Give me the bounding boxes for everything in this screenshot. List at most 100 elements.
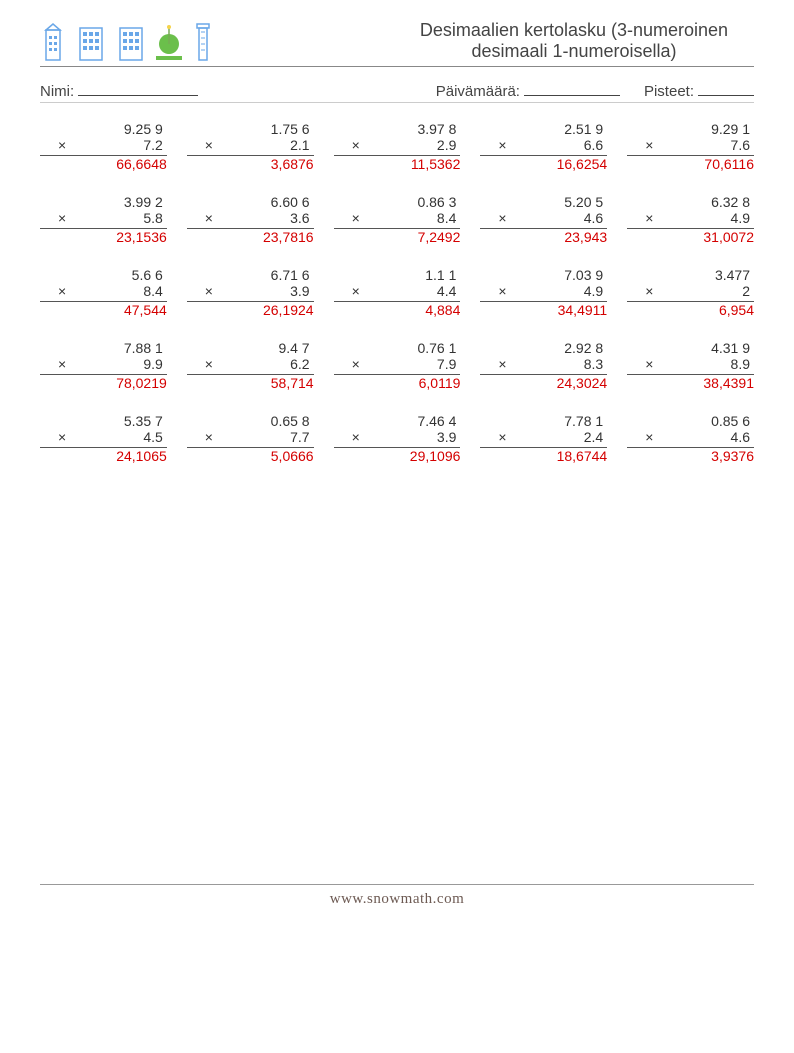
multiplicand: 7.78 1 xyxy=(480,413,607,429)
multiplier-row: ×3.9 xyxy=(187,283,314,299)
problem: 4.31 9×8.938,4391 xyxy=(627,340,754,391)
score-blank[interactable] xyxy=(698,81,754,96)
multiplier-row: ×4.4 xyxy=(334,283,461,299)
problem: 5.20 5×4.623,943 xyxy=(480,194,607,245)
problem: 9.4 7×6.258,714 xyxy=(187,340,314,391)
answer: 3,6876 xyxy=(187,156,314,172)
answer: 23,1536 xyxy=(40,229,167,245)
multiplicand: 2.51 9 xyxy=(480,121,607,137)
multiplicand: 5.35 7 xyxy=(40,413,167,429)
multiplier-row: ×9.9 xyxy=(40,356,167,372)
answer: 70,6116 xyxy=(627,156,754,172)
title-line2: desimaali 1-numeroisella) xyxy=(394,41,754,62)
answer: 24,3024 xyxy=(480,375,607,391)
multiplicand: 1.75 6 xyxy=(187,121,314,137)
answer: 31,0072 xyxy=(627,229,754,245)
multiplicand: 2.92 8 xyxy=(480,340,607,356)
multiplicand: 5.6 6 xyxy=(40,267,167,283)
answer: 4,884 xyxy=(334,302,461,318)
multiplicand: 1.1 1 xyxy=(334,267,461,283)
multiplier-row: ×3.9 xyxy=(334,429,461,445)
multiplier-row: ×2.4 xyxy=(480,429,607,445)
times-sign: × xyxy=(645,356,653,372)
times-sign: × xyxy=(58,283,66,299)
answer: 18,6744 xyxy=(480,448,607,464)
answer: 24,1065 xyxy=(40,448,167,464)
answer: 23,7816 xyxy=(187,229,314,245)
date-field: Päivämäärä: xyxy=(436,81,620,100)
multiplier-row: ×4.9 xyxy=(627,210,754,226)
times-sign: × xyxy=(205,429,213,445)
times-sign: × xyxy=(205,356,213,372)
answer: 29,1096 xyxy=(334,448,461,464)
name-blank[interactable] xyxy=(78,81,198,96)
tree-icon xyxy=(156,22,182,62)
multiplicand: 0.76 1 xyxy=(334,340,461,356)
problem: 7.03 9×4.934,4911 xyxy=(480,267,607,318)
multiplier-row: ×4.6 xyxy=(480,210,607,226)
answer: 58,714 xyxy=(187,375,314,391)
times-sign: × xyxy=(352,283,360,299)
multiplicand: 0.65 8 xyxy=(187,413,314,429)
answer: 23,943 xyxy=(480,229,607,245)
multiplicand: 3.99 2 xyxy=(40,194,167,210)
problem: 7.46 4×3.929,1096 xyxy=(334,413,461,464)
multiplier-row: ×7.2 xyxy=(40,137,167,153)
problem: 9.29 1×7.670,6116 xyxy=(627,121,754,172)
multiplier-row: ×2 xyxy=(627,283,754,299)
problem: 5.35 7×4.5 24,1065 xyxy=(40,413,167,464)
multiplicand: 7.88 1 xyxy=(40,340,167,356)
multiplicand: 9.29 1 xyxy=(627,121,754,137)
multiplicand: 6.71 6 xyxy=(187,267,314,283)
multiplicand: 0.86 3 xyxy=(334,194,461,210)
answer: 3,9376 xyxy=(627,448,754,464)
multiplicand: 3.97 8 xyxy=(334,121,461,137)
answer: 6,954 xyxy=(627,302,754,318)
answer: 34,4911 xyxy=(480,302,607,318)
problem: 2.92 8×8.3 24,3024 xyxy=(480,340,607,391)
building-icon xyxy=(40,22,66,62)
answer: 78,0219 xyxy=(40,375,167,391)
problem: 7.78 1×2.4 18,6744 xyxy=(480,413,607,464)
multiplicand: 6.60 6 xyxy=(187,194,314,210)
times-sign: × xyxy=(498,356,506,372)
problem: 6.32 8×4.9 31,0072 xyxy=(627,194,754,245)
multiplier-row: ×8.3 xyxy=(480,356,607,372)
multiplicand: 0.85 6 xyxy=(627,413,754,429)
times-sign: × xyxy=(58,210,66,226)
problem: 2.51 9×6.616,6254 xyxy=(480,121,607,172)
multiplicand: 4.31 9 xyxy=(627,340,754,356)
times-sign: × xyxy=(352,137,360,153)
times-sign: × xyxy=(205,210,213,226)
problems-grid: 9.25 9×7.266,66481.75 6×2.13,68763.97 8×… xyxy=(40,121,754,464)
multiplicand: 6.32 8 xyxy=(627,194,754,210)
times-sign: × xyxy=(352,210,360,226)
problem: 0.86 3×8.47,2492 xyxy=(334,194,461,245)
times-sign: × xyxy=(645,137,653,153)
times-sign: × xyxy=(645,210,653,226)
problem: 0.85 6×4.63,9376 xyxy=(627,413,754,464)
problem: 1.75 6×2.1 3,6876 xyxy=(187,121,314,172)
problem: 0.65 8×7.75,0666 xyxy=(187,413,314,464)
times-sign: × xyxy=(645,429,653,445)
times-sign: × xyxy=(352,356,360,372)
tower-icon xyxy=(192,20,214,62)
date-blank[interactable] xyxy=(524,81,620,96)
times-sign: × xyxy=(205,283,213,299)
times-sign: × xyxy=(498,429,506,445)
answer: 26,1924 xyxy=(187,302,314,318)
building-icon xyxy=(116,22,146,62)
answer: 11,5362 xyxy=(334,156,461,172)
multiplicand: 9.25 9 xyxy=(40,121,167,137)
problem: 6.60 6×3.6 23,7816 xyxy=(187,194,314,245)
problem: 3.477×26,954 xyxy=(627,267,754,318)
multiplier-row: ×7.7 xyxy=(187,429,314,445)
multiplier-row: ×8.4 xyxy=(334,210,461,226)
multiplier-row: ×2.1 xyxy=(187,137,314,153)
answer: 47,544 xyxy=(40,302,167,318)
times-sign: × xyxy=(498,210,506,226)
name-label: Nimi: xyxy=(40,83,74,100)
multiplier-row: ×3.6 xyxy=(187,210,314,226)
title-line1: Desimaalien kertolasku (3-numeroinen xyxy=(394,20,754,41)
multiplier-row: ×4.5 xyxy=(40,429,167,445)
